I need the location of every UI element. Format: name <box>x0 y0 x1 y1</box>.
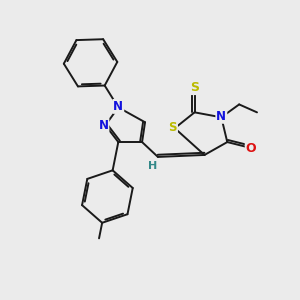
Text: S: S <box>190 81 199 94</box>
Text: N: N <box>216 110 226 123</box>
Text: N: N <box>98 119 108 132</box>
Text: O: O <box>246 142 256 154</box>
Text: N: N <box>113 100 123 113</box>
Text: S: S <box>169 121 177 134</box>
Text: H: H <box>148 161 158 171</box>
